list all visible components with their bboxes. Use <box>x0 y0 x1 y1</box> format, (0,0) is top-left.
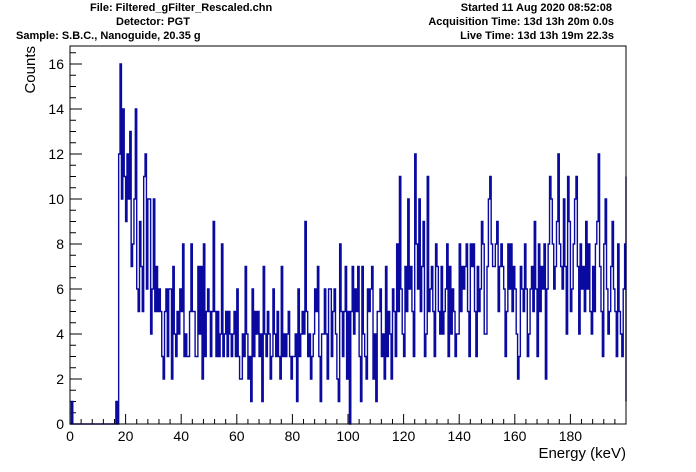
y-tick-label: 12 <box>48 146 64 162</box>
y-tick-label: 10 <box>48 191 64 207</box>
x-tick-label: 0 <box>66 428 74 444</box>
y-tick-label: 6 <box>56 281 64 297</box>
x-tick-label: 60 <box>229 428 245 444</box>
x-tick-label: 40 <box>173 428 189 444</box>
x-tick-label: 100 <box>336 428 360 444</box>
x-tick-label: 180 <box>559 428 583 444</box>
x-tick-label: 20 <box>118 428 134 444</box>
file-name-label: File: Filtered_gFilter_Rescaled.chn <box>90 2 273 14</box>
histogram-line <box>70 63 627 425</box>
tick-labels: 0 20 40 60 80 100 120 140 160 180 0 2 4 6 8 10 12 14 16 <box>48 56 582 444</box>
x-tick-label: 120 <box>392 428 416 444</box>
y-axis-title: Counts <box>22 46 39 94</box>
sample-label: Sample: S.B.C., Nanoguide, 20.35 g <box>16 30 201 42</box>
y-tick-label: 14 <box>48 101 64 117</box>
y-tick-label: 4 <box>56 326 64 342</box>
x-axis-title: Energy (keV) <box>538 445 626 462</box>
x-tick-label: 160 <box>503 428 527 444</box>
live-time-label: Live Time: 13d 13h 19m 22.3s <box>460 30 614 42</box>
y-tick-label: 8 <box>56 236 64 252</box>
y-tick-label: 16 <box>48 56 64 72</box>
x-tick-label: 80 <box>285 428 301 444</box>
plot-frame <box>69 45 627 425</box>
detector-label: Detector: PGT <box>116 16 190 28</box>
acquisition-time-label: Acquisition Time: 13d 13h 20m 0.0s <box>428 16 614 28</box>
x-tick-label: 140 <box>448 428 472 444</box>
start-time-label: Started 11 Aug 2020 08:52:08 <box>460 2 612 14</box>
y-tick-label: 0 <box>56 416 64 432</box>
y-tick-label: 2 <box>56 371 64 387</box>
histogram-series <box>70 63 627 425</box>
